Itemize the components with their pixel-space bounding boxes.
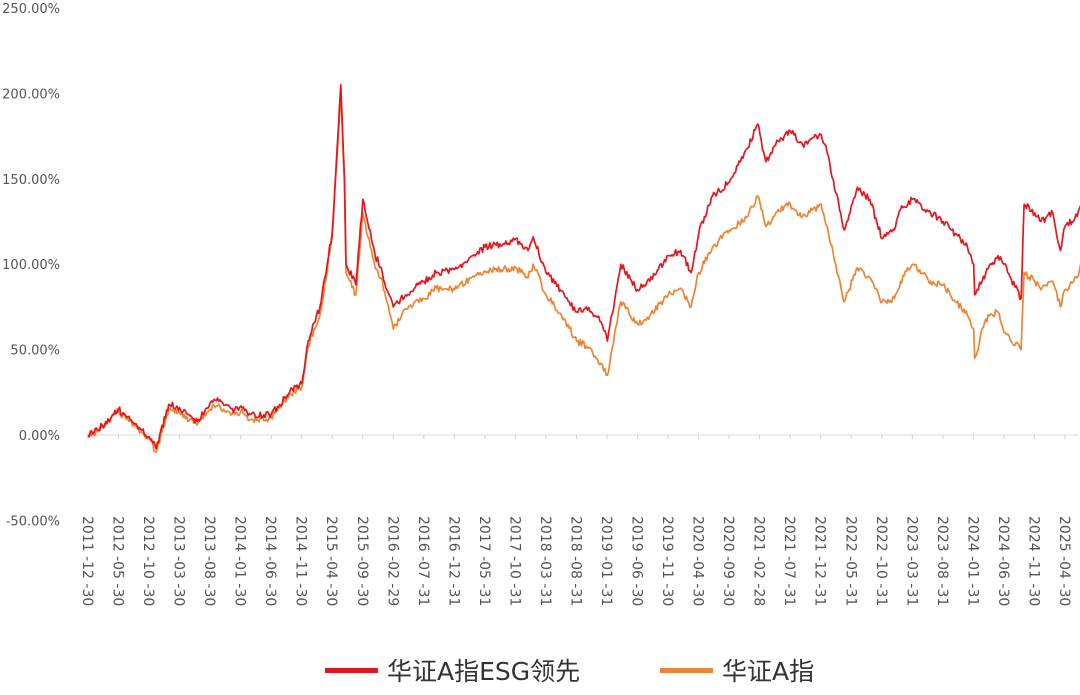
x-tick-label: 2021 -07 -31 [781, 516, 797, 606]
x-tick-label: 2024 -06 -30 [995, 516, 1011, 606]
legend: 华证A指ESG领先 华证A指 [325, 657, 814, 686]
x-tick-label: 2015 -09 -30 [354, 516, 370, 606]
x-tick-label: 2018 -08 -31 [567, 516, 583, 606]
y-tick-label: 250.00% [2, 2, 60, 17]
series-line-a-index [87, 92, 1080, 453]
x-tick-label: 2024 -11 -30 [1025, 516, 1041, 606]
x-tick-label: 2013 -03 -30 [171, 516, 187, 606]
legend-label: 华证A指 [722, 657, 814, 686]
x-tick-label: 2025 -04 -30 [1056, 516, 1072, 606]
x-tick-label: 2022 -10 -31 [873, 516, 889, 606]
x-tick-label: 2014 -11 -30 [293, 516, 309, 606]
x-tick-label: 2014 -06 -30 [262, 516, 278, 606]
x-tick-label: 2021 -02 -28 [751, 516, 767, 606]
x-tick-label: 2017 -05 -31 [476, 516, 492, 606]
y-tick-label: 100.00% [2, 258, 60, 273]
x-tick-label: 2012 -05 -30 [110, 516, 126, 606]
x-tick-label: 2016 -07 -31 [415, 516, 431, 606]
y-tick-label: 0.00% [19, 429, 60, 444]
x-tick-label: 2023 -03 -31 [903, 516, 919, 606]
legend-swatch [660, 668, 713, 673]
x-tick-label: 2015 -04 -30 [323, 516, 339, 606]
plot-area [87, 84, 1080, 453]
x-axis: 2011 -12 -30 2012 -05 -30 2012 -10 -30 2013… [79, 434, 1078, 606]
x-tick-label: 2014 -01 -30 [232, 516, 248, 606]
y-axis: -50.00% 0.00% 50.00% 100.00% 150.00% 200.00% 2… [2, 2, 60, 529]
y-tick-label: 200.00% [2, 87, 60, 102]
x-tick-label: 2022 -05 -31 [842, 516, 858, 606]
series-line-esg-leader [87, 84, 1080, 450]
x-tick-label: 2019 -01 -31 [598, 516, 614, 606]
x-tick-label: 2017 -10 -31 [506, 516, 522, 606]
y-tick-label: -50.00% [6, 514, 60, 529]
x-tick-label: 2019 -06 -30 [629, 516, 645, 606]
x-tick-label: 2021 -12 -31 [812, 516, 828, 606]
y-tick-label: 50.00% [10, 344, 60, 359]
x-tick-label: 2013 -08 -30 [201, 516, 217, 606]
x-tick-label: 2023 -08 -31 [934, 516, 950, 606]
x-tick-label: 2016 -12 -31 [445, 516, 461, 606]
legend-swatch [325, 668, 378, 673]
x-tick-label: 2012 -10 -30 [140, 516, 156, 606]
x-tick-label: 2024 -01 -31 [964, 516, 980, 606]
x-tick-label: 2019 -11 -30 [659, 516, 675, 606]
legend-label: 华证A指ESG领先 [387, 657, 580, 686]
x-tick-label: 2016 -02 -29 [384, 516, 400, 606]
x-tick-label: 2020 -09 -30 [720, 516, 736, 606]
x-tick-label: 2018 -03 -31 [537, 516, 553, 606]
y-tick-label: 150.00% [2, 173, 60, 188]
x-tick-label: 2020 -04 -30 [690, 516, 706, 606]
x-tick-label: 2011 -12 -30 [79, 516, 95, 606]
